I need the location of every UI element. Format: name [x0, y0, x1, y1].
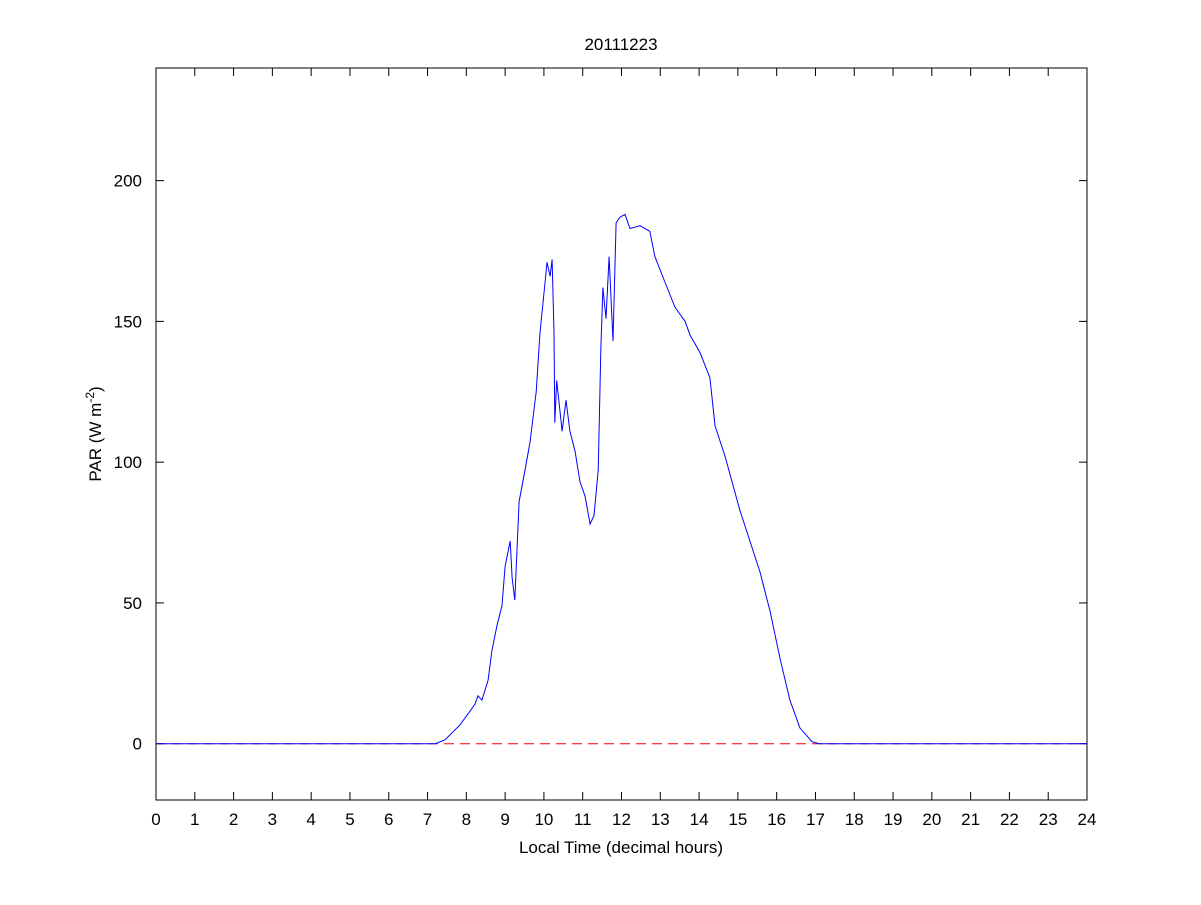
y-tick-label: 50 — [123, 594, 142, 613]
chart-title: 20111223 — [584, 35, 657, 54]
par-series-line — [156, 213, 1087, 745]
ticks: 0 1 2 3 4 5 6 7 8 9 10 11 12 13 14 15 16 17 18 19 20 21 22 23 24… — [114, 68, 1097, 829]
y-tick-label: 0 — [133, 735, 142, 754]
x-tick-label: 21 — [961, 810, 980, 829]
y-axis-label: PAR (W m-2) — [83, 386, 105, 481]
x-tick-label: 1 — [190, 810, 199, 829]
x-tick-label: 24 — [1078, 810, 1097, 829]
x-tick-label: 11 — [574, 810, 592, 829]
x-axis-label: Local Time (decimal hours) — [519, 838, 723, 857]
x-tick-label: 17 — [806, 810, 825, 829]
x-tick-label: 22 — [1000, 810, 1019, 829]
x-tick-label: 9 — [500, 810, 509, 829]
x-tick-label: 16 — [767, 810, 786, 829]
x-tick-label: 20 — [922, 810, 941, 829]
y-tick-label: 200 — [114, 172, 142, 191]
plot-area — [155, 67, 1088, 801]
y-tick-label: 150 — [114, 312, 142, 331]
x-tick-label: 12 — [612, 810, 631, 829]
series-group — [156, 213, 1087, 745]
x-tick-label: 23 — [1039, 810, 1058, 829]
x-tick-label: 13 — [651, 810, 670, 829]
x-tick-label: 5 — [345, 810, 354, 829]
x-tick-label: 0 — [151, 810, 160, 829]
x-tick-label: 4 — [306, 810, 315, 829]
x-tick-label: 7 — [423, 810, 432, 829]
x-tick-label: 2 — [229, 810, 238, 829]
x-tick-label: 18 — [845, 810, 864, 829]
x-tick-label: 8 — [462, 810, 471, 829]
x-tick-label: 15 — [728, 810, 747, 829]
y-tick-label: 100 — [114, 453, 142, 472]
x-tick-label: 14 — [690, 810, 709, 829]
x-tick-label: 6 — [384, 810, 393, 829]
x-tick-label: 19 — [884, 810, 903, 829]
x-tick-label: 10 — [534, 810, 553, 829]
x-tick-label: 3 — [268, 810, 277, 829]
